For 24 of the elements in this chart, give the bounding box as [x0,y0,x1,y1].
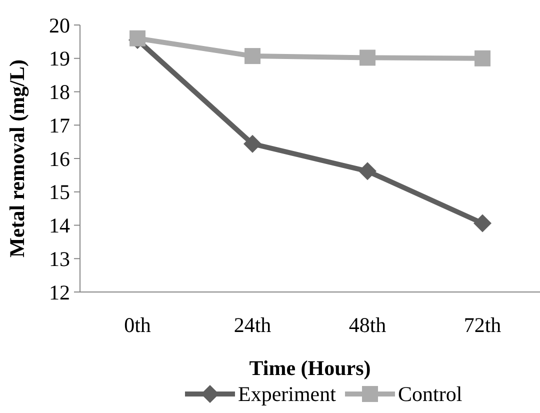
x-axis-title: Time (Hours) [249,356,371,380]
y-tick-label: 18 [49,80,70,104]
y-axis-title: Metal removal (mg/L) [5,60,29,258]
legend-label: Experiment [238,382,336,406]
x-tick-label: 72th [464,313,502,337]
y-tick-label: 16 [49,146,70,171]
y-tick-label: 20 [49,13,70,38]
x-tick-label: 0th [124,313,152,337]
y-tick-label: 19 [49,46,70,71]
x-tick-label: 48th [348,313,387,337]
y-tick-label: 13 [49,246,70,271]
point [244,134,262,153]
y-tick-label: 12 [49,280,70,304]
y-tick-label: 15 [49,180,70,204]
point [358,162,376,180]
point [474,50,490,66]
y-tick-label: 17 [49,113,70,138]
y-tick-label: 14 [49,214,70,238]
x-tick-label: 24th [234,313,272,337]
point [244,48,260,64]
point [360,50,376,66]
legend-label: Control [398,382,462,406]
point [474,214,492,232]
point [130,30,146,46]
